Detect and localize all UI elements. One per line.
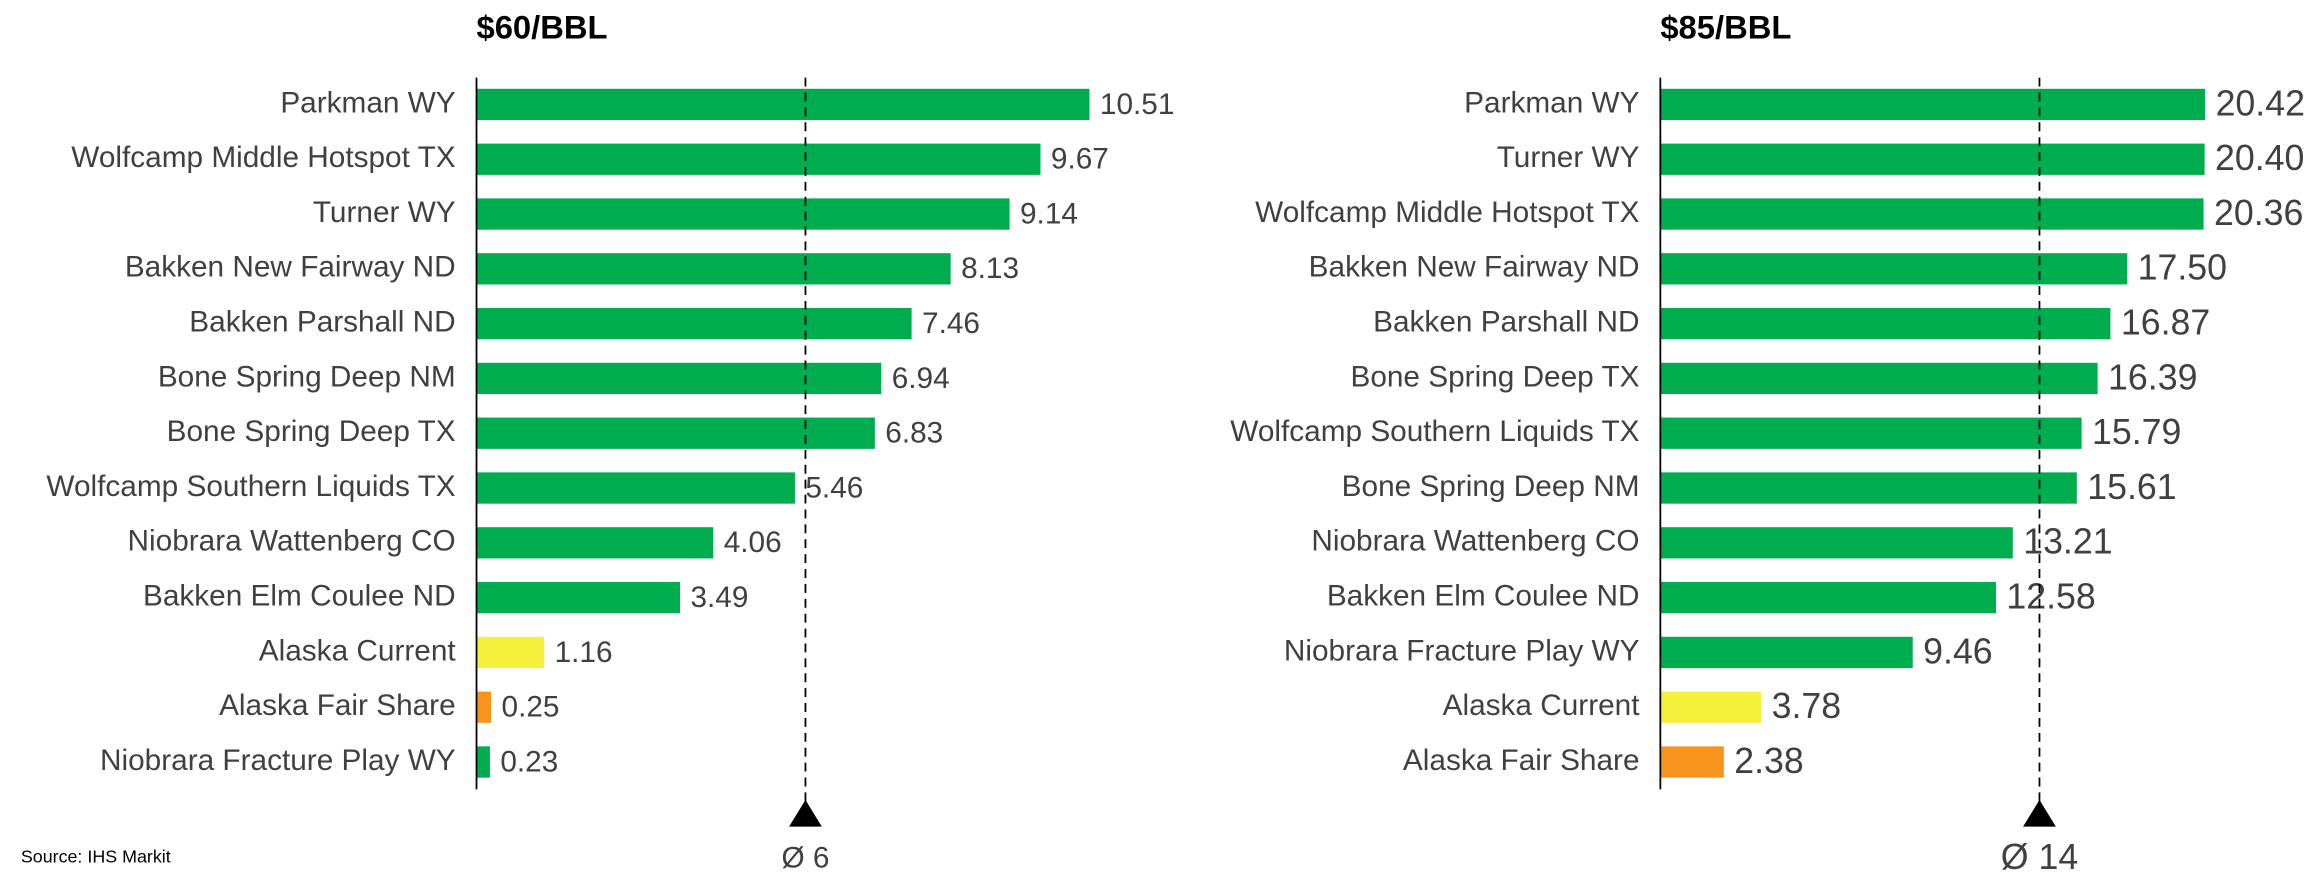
average-label: Ø 14 xyxy=(2001,837,2078,873)
category-label: Niobrara Wattenberg CO xyxy=(1311,525,1639,558)
value-label: 9.14 xyxy=(1020,197,1078,230)
value-label: 15.61 xyxy=(2087,467,2176,507)
value-label: 13.21 xyxy=(2023,522,2112,562)
value-label: 15.79 xyxy=(2092,412,2181,452)
bar xyxy=(1660,198,2204,230)
category-label: Bakken New Fairway ND xyxy=(1309,251,1640,284)
value-label: 17.50 xyxy=(2138,248,2227,288)
category-label: Bakken Elm Coulee ND xyxy=(143,579,456,612)
bar xyxy=(476,198,1010,230)
bar xyxy=(476,362,882,395)
category-label: Bone Spring Deep NM xyxy=(158,360,456,393)
bar xyxy=(476,581,681,614)
category-label: Wolfcamp Middle Hotspot TX xyxy=(71,141,455,174)
source-note: Source: IHS Markit xyxy=(21,847,171,867)
bar xyxy=(1660,691,1762,723)
bar xyxy=(476,746,490,778)
value-label: 9.46 xyxy=(1923,631,1993,671)
value-label: 20.42 xyxy=(2216,83,2305,123)
bar xyxy=(476,527,714,559)
category-label: Niobrara Wattenberg CO xyxy=(128,525,456,558)
category-label: Wolfcamp Southern Liquids TX xyxy=(1230,415,1639,448)
value-label: 12.58 xyxy=(2006,577,2095,617)
bar xyxy=(1660,417,2082,449)
category-label: Bone Spring Deep NM xyxy=(1342,470,1640,503)
chart-title: $85/BBL xyxy=(1660,9,1791,46)
bar xyxy=(476,307,912,340)
bar xyxy=(1660,527,2013,559)
category-label: Turner WY xyxy=(313,196,456,229)
value-label: 7.46 xyxy=(922,307,980,340)
value-label: 8.13 xyxy=(961,252,1019,285)
bar xyxy=(1660,472,2077,504)
bar xyxy=(1660,636,1913,669)
category-label: Niobrara Fracture Play WY xyxy=(1284,634,1640,667)
value-label: 3.49 xyxy=(690,581,748,614)
category-label: Bone Spring Deep TX xyxy=(1350,360,1639,393)
bar xyxy=(1660,746,1724,778)
category-label: Alaska Current xyxy=(259,634,457,667)
value-label: 9.67 xyxy=(1051,143,1109,176)
category-label: Parkman WY xyxy=(1464,86,1639,119)
category-label: Wolfcamp Southern Liquids TX xyxy=(46,470,455,503)
value-label: 0.23 xyxy=(500,745,558,778)
bar xyxy=(1660,581,1996,614)
bar xyxy=(1660,307,2111,340)
bar xyxy=(1660,143,2205,175)
bar xyxy=(476,472,795,504)
value-label: 6.94 xyxy=(892,362,950,395)
value-label: 16.87 xyxy=(2121,303,2210,343)
bar xyxy=(476,691,492,723)
bar xyxy=(476,417,875,449)
value-label: 20.36 xyxy=(2214,193,2303,233)
bar xyxy=(476,636,545,669)
category-label: Bakken Elm Coulee ND xyxy=(1327,579,1640,612)
value-label: 16.39 xyxy=(2108,357,2197,397)
category-label: Bakken New Fairway ND xyxy=(125,251,456,284)
bar xyxy=(476,143,1041,175)
value-label: 5.46 xyxy=(805,471,863,504)
category-label: Bakken Parshall ND xyxy=(189,305,455,338)
value-label: 2.38 xyxy=(1734,741,1804,781)
value-label: 6.83 xyxy=(885,417,943,450)
category-label: Wolfcamp Middle Hotspot TX xyxy=(1255,196,1639,229)
value-label: 1.16 xyxy=(555,636,613,669)
category-label: Alaska Fair Share xyxy=(219,689,456,722)
value-label: 10.51 xyxy=(1100,88,1175,121)
category-label: Parkman WY xyxy=(280,86,455,119)
bar xyxy=(1660,253,2128,285)
average-label: Ø 6 xyxy=(781,841,829,873)
category-label: Alaska Current xyxy=(1443,689,1641,722)
category-label: Bakken Parshall ND xyxy=(1373,305,1639,338)
value-label: 4.06 xyxy=(724,526,782,559)
chart-title: $60/BBL xyxy=(477,9,608,46)
category-label: Alaska Fair Share xyxy=(1403,744,1640,777)
category-label: Turner WY xyxy=(1497,141,1640,174)
average-marker xyxy=(2023,799,2056,827)
average-marker xyxy=(789,799,822,827)
value-label: 3.78 xyxy=(1772,686,1842,726)
bar xyxy=(1660,88,2206,121)
category-label: Niobrara Fracture Play WY xyxy=(100,744,456,777)
category-label: Bone Spring Deep TX xyxy=(167,415,456,448)
value-label: 0.25 xyxy=(502,691,560,724)
bar xyxy=(476,253,951,285)
bar xyxy=(1660,362,2098,395)
value-label: 20.40 xyxy=(2215,138,2304,178)
bar xyxy=(476,88,1090,121)
